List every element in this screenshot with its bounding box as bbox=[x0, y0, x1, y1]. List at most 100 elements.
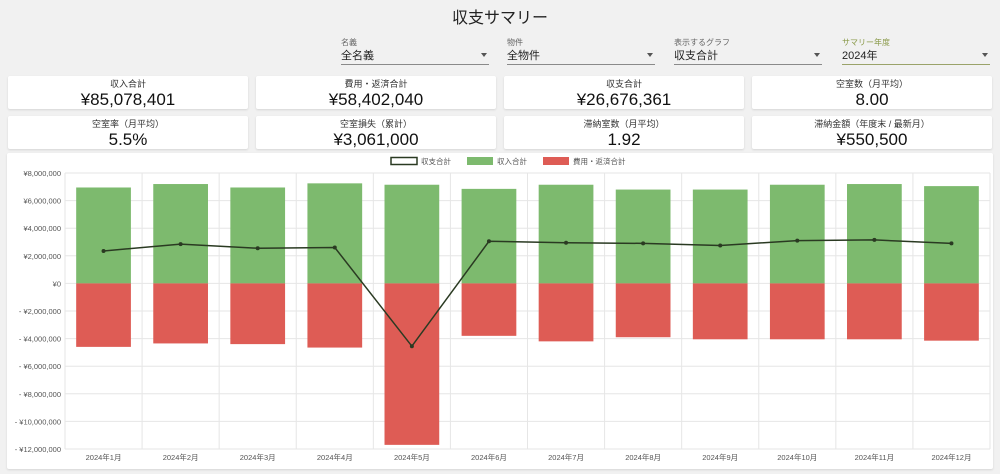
y-tick-label: - ¥6,000,000 bbox=[19, 362, 61, 371]
card-value: 8.00 bbox=[855, 90, 889, 109]
y-tick-label: ¥4,000,000 bbox=[23, 224, 61, 233]
expense-bar bbox=[538, 283, 594, 342]
x-tick-label: 2024年8月 bbox=[625, 452, 661, 462]
income-bar bbox=[769, 184, 825, 284]
y-tick-label: ¥0 bbox=[53, 279, 61, 288]
x-tick-label: 2024年7月 bbox=[548, 452, 584, 462]
card-arrears-amount: 滞納金額（年度末 / 最新月） ¥550,500 bbox=[752, 116, 992, 149]
expense-bar bbox=[461, 283, 517, 336]
x-tick-label: 2024年2月 bbox=[163, 452, 199, 462]
income-bar bbox=[153, 184, 208, 284]
net-line bbox=[103, 239, 952, 348]
income-bar bbox=[307, 183, 363, 284]
legend-swatch-net bbox=[390, 156, 418, 166]
card-value: ¥58,402,040 bbox=[328, 90, 424, 109]
y-tick-label: - ¥12,000,000 bbox=[15, 445, 61, 454]
x-tick-label: 2024年1月 bbox=[86, 452, 122, 462]
card-value: 5.5% bbox=[108, 130, 148, 149]
x-tick-label: 2024年10月 bbox=[777, 452, 817, 462]
x-tick-label: 2024年9月 bbox=[702, 452, 738, 462]
card-label: 収支合計 bbox=[605, 79, 642, 89]
net-point bbox=[872, 237, 877, 242]
x-tick-label: 2024年11月 bbox=[855, 452, 894, 462]
bar-layer bbox=[76, 183, 979, 445]
card-label: 収入合計 bbox=[109, 79, 146, 89]
y-tick-label: ¥8,000,000 bbox=[23, 169, 61, 178]
expense-bar bbox=[384, 283, 440, 445]
income-bar bbox=[538, 184, 594, 284]
card-vacancy-rate: 空室率（月平均） 5.5% bbox=[8, 116, 248, 149]
y-tick-label: - ¥2,000,000 bbox=[19, 307, 61, 316]
expense-bar bbox=[153, 283, 208, 344]
income-bar bbox=[615, 189, 671, 284]
net-point bbox=[641, 241, 646, 246]
card-label: 滞納金額（年度末 / 最新月） bbox=[814, 119, 930, 129]
grid-layer bbox=[64, 172, 991, 450]
y-tick-label: - ¥8,000,000 bbox=[19, 390, 61, 399]
chevron-down-icon bbox=[982, 53, 988, 57]
card-value: ¥85,078,401 bbox=[80, 90, 176, 109]
expense-bar bbox=[76, 283, 131, 347]
net-point bbox=[255, 246, 260, 251]
card-label: 空室率（月平均） bbox=[91, 119, 164, 129]
income-bar bbox=[847, 184, 902, 284]
expense-bar bbox=[230, 283, 286, 345]
card-label: 空室数（月平均） bbox=[835, 79, 908, 89]
filter-property-select[interactable]: 物件 全物件 bbox=[507, 38, 655, 65]
expense-bar bbox=[615, 283, 671, 338]
net-point bbox=[409, 344, 414, 349]
filter-owner-value: 全名義 bbox=[341, 50, 374, 62]
y-tick-label: ¥2,000,000 bbox=[23, 252, 61, 261]
chart-legend[interactable]: 収支合計 収入合計 費用・返済合計 bbox=[390, 156, 626, 166]
net-point bbox=[564, 240, 569, 245]
net-point bbox=[718, 243, 723, 248]
x-tick-label: 2024年4月 bbox=[317, 452, 353, 462]
expense-bar bbox=[847, 283, 902, 340]
x-tick-label: 2024年6月 bbox=[471, 452, 507, 462]
expense-bar bbox=[307, 283, 363, 348]
income-bar bbox=[692, 189, 748, 284]
card-arrears-count: 滞納室数（月平均） 1.92 bbox=[504, 116, 744, 149]
net-point bbox=[178, 242, 183, 247]
income-bar bbox=[76, 187, 131, 284]
card-value: ¥3,061,000 bbox=[333, 130, 419, 149]
card-value: 1.92 bbox=[607, 130, 641, 149]
legend-swatch bbox=[543, 157, 569, 165]
y-tick-label: - ¥4,000,000 bbox=[19, 335, 61, 344]
legend-label: 費用・返済合計 bbox=[573, 156, 626, 166]
net-point bbox=[101, 248, 106, 253]
y-tick-label: ¥6,000,000 bbox=[23, 197, 61, 206]
card-label: 滞納室数（月平均） bbox=[583, 119, 665, 129]
chevron-down-icon bbox=[647, 53, 653, 57]
net-point bbox=[332, 245, 337, 250]
filter-graph-value: 収支合計 bbox=[674, 50, 718, 62]
axis-layer: ¥8,000,000 ¥6,000,000 ¥4,000,000 ¥2,000,000… bbox=[15, 169, 972, 462]
income-bar bbox=[230, 187, 286, 284]
card-vacancy-count: 空室数（月平均） 8.00 bbox=[752, 76, 992, 109]
chevron-down-icon bbox=[814, 53, 820, 57]
chevron-down-icon bbox=[481, 53, 487, 57]
filter-property-value: 全物件 bbox=[507, 50, 540, 62]
expense-bar bbox=[924, 283, 979, 341]
income-bar bbox=[924, 186, 979, 284]
y-tick-label: - ¥10,000,000 bbox=[15, 417, 61, 426]
x-tick-label: 2024年3月 bbox=[240, 452, 276, 462]
card-net-total: 収支合計 ¥26,676,361 bbox=[504, 76, 744, 109]
card-expense-total: 費用・返済合計 ¥58,402,040 bbox=[256, 76, 496, 109]
filter-graph-select[interactable]: 表示するグラフ 収支合計 bbox=[674, 38, 822, 65]
line-layer bbox=[101, 237, 954, 349]
filter-owner-select[interactable]: 名義 全名義 bbox=[341, 38, 489, 65]
filter-property-label: 物件 bbox=[507, 38, 523, 47]
income-bar bbox=[461, 188, 517, 284]
filter-year-value: 2024年 bbox=[842, 50, 878, 62]
page-title: 収支サマリー bbox=[451, 10, 548, 27]
net-point bbox=[795, 238, 800, 243]
filter-owner-label: 名義 bbox=[341, 38, 357, 47]
card-label: 費用・返済合計 bbox=[344, 79, 408, 89]
card-income-total: 収入合計 ¥85,078,401 bbox=[8, 76, 248, 109]
net-point bbox=[949, 241, 954, 246]
card-label: 空室損失（累計） bbox=[339, 119, 412, 129]
filter-year-select[interactable]: サマリー年度 2024年 bbox=[842, 38, 990, 65]
filter-year-label: サマリー年度 bbox=[842, 38, 890, 47]
chart-panel: ¥8,000,000 ¥6,000,000 ¥4,000,000 ¥2,000,000… bbox=[7, 153, 993, 469]
